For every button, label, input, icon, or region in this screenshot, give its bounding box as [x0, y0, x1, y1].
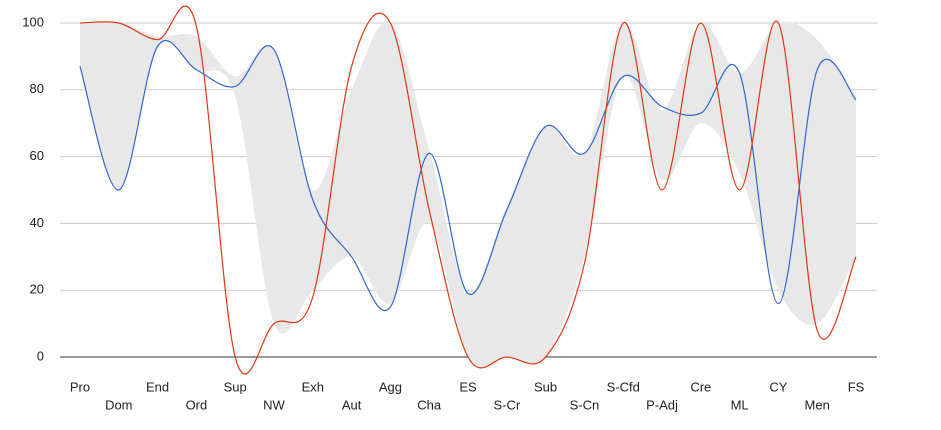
x-tick-label: ES: [459, 379, 477, 394]
x-tick-label: S-Cfd: [607, 379, 640, 394]
x-tick-label: FS: [848, 379, 865, 394]
x-tick-label: Sup: [224, 379, 247, 394]
x-tick-label: Ord: [186, 397, 208, 412]
series-line: [79, 39, 857, 311]
x-tick-label: Cre: [690, 379, 711, 394]
x-tick-label: CY: [769, 379, 787, 394]
x-tick-label: S-Cn: [570, 397, 600, 412]
x-tick-label: NW: [263, 397, 285, 412]
x-tick-label: End: [146, 379, 169, 394]
x-tick-label: Pro: [70, 379, 90, 394]
series-line: [79, 5, 857, 375]
y-tick-label: 40: [30, 215, 44, 230]
x-tick-label: Cha: [417, 397, 442, 412]
interval-band: [80, 21, 856, 367]
x-tick-label: Men: [805, 397, 830, 412]
x-tick-label: ML: [731, 397, 749, 412]
y-tick-label: 60: [30, 148, 44, 163]
y-tick-label: 0: [37, 348, 44, 363]
y-tick-label: 100: [22, 14, 44, 29]
x-tick-label: P-Adj: [646, 397, 678, 412]
y-tick-label: 20: [30, 282, 44, 297]
x-tick-label: Agg: [379, 379, 402, 394]
x-tick-label: Sub: [534, 379, 557, 394]
x-tick-label: S-Cr: [493, 397, 520, 412]
x-tick-label: Exh: [302, 379, 324, 394]
x-tick-label: Aut: [342, 397, 362, 412]
y-tick-label: 80: [30, 81, 44, 96]
x-tick-label: Dom: [105, 397, 132, 412]
